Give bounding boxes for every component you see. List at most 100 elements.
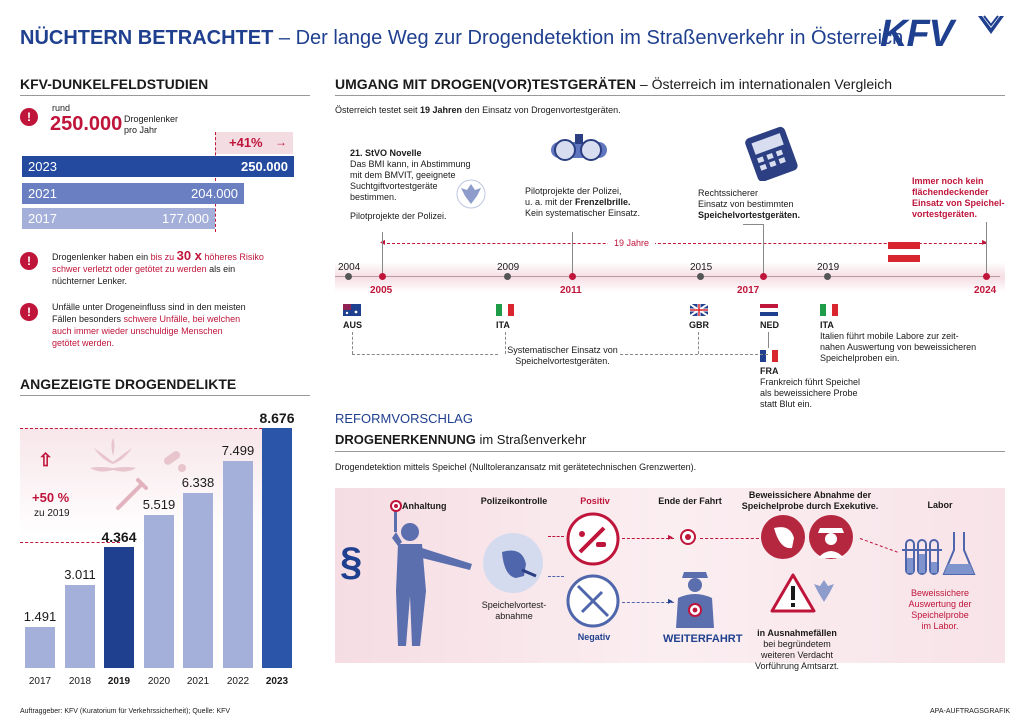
vbar-2020 xyxy=(144,515,174,668)
stop-icon-dot xyxy=(685,534,691,540)
country-aus: AUS xyxy=(343,320,363,330)
noch-line2: flächendeckender xyxy=(912,187,989,197)
syst-text: Systematischer Einsatz von Speichelvorte… xyxy=(505,345,620,367)
beweis-line1: Beweissichere Abnahme der xyxy=(748,490,872,500)
alert-icon: ! xyxy=(20,303,38,321)
divider xyxy=(335,451,1005,452)
austria-eagle-icon xyxy=(456,179,486,209)
title-rest: – Der lange Weg zur Drogendetektion im S… xyxy=(273,27,904,49)
risk-text-2: höheres Risiko xyxy=(201,252,264,262)
syst-line2: Speichelvortestgeräten. xyxy=(515,356,610,366)
delikte-increase-sub: zu 2019 xyxy=(34,508,70,519)
flow-arrow xyxy=(548,536,564,537)
bracket-line xyxy=(352,332,353,354)
divider xyxy=(20,395,310,396)
connector xyxy=(763,224,764,276)
testgeraete-intro: Österreich testet seit 19 Jahren den Ein… xyxy=(335,105,621,115)
paragraph-icon: § xyxy=(340,540,363,584)
vbar-value-label: 1.491 xyxy=(23,609,57,624)
hbar-year-label: 2017 xyxy=(28,211,57,226)
risk-text-big: 30 x xyxy=(176,248,202,263)
risk-text-5: nüchterner Lenker. xyxy=(52,276,128,286)
saliva-sample-icon xyxy=(761,515,805,559)
labor-line2: Auswertung der xyxy=(908,599,972,609)
risk-text: Drogenlenker haben ein bis zu 30 x höher… xyxy=(52,248,302,287)
austria-eagle-icon xyxy=(814,580,834,602)
delikte-heading: ANGEZEIGTE DROGENDELIKTE xyxy=(20,376,237,392)
labor-line3: Speichelprobe xyxy=(911,610,969,620)
reform-heading-bold: DROGENERKENNUNG xyxy=(335,432,476,447)
timeline-dot xyxy=(824,273,831,280)
timeline-dot xyxy=(760,273,767,280)
timeline-dot xyxy=(504,273,511,280)
pilot-line3: Kein systematischer Einsatz. xyxy=(525,208,641,218)
syringe-icon xyxy=(116,478,148,510)
risk-text-4: als ein xyxy=(206,264,236,274)
timeline-dot xyxy=(697,273,704,280)
page-title: NÜCHTERN BETRACHTET – Der lange Weg zur … xyxy=(20,27,903,50)
flow-arrow xyxy=(700,538,764,539)
connector xyxy=(572,232,573,276)
flow-arrow xyxy=(622,602,674,603)
year-2011: 2011 xyxy=(560,285,582,296)
saliva-test-device-icon xyxy=(745,126,798,181)
country-ned: NED xyxy=(760,320,780,330)
netherlands-flag-icon xyxy=(760,304,778,316)
positive-drugs-icon xyxy=(566,512,620,566)
police-officer-icon xyxy=(390,500,472,646)
big-label: Drogenlenker pro Jahr xyxy=(124,114,178,136)
vbar-year-label: 2022 xyxy=(226,676,250,687)
beweis-label: Beweissichere Abnahme der Speichelprobe … xyxy=(740,490,880,512)
connector xyxy=(743,224,763,225)
vbar-2021 xyxy=(183,493,213,668)
noch-line3: Einsatz von Speichel- xyxy=(912,198,1005,208)
divider xyxy=(335,95,1005,96)
bracket-line xyxy=(505,332,506,354)
negativ-label: Negativ xyxy=(577,632,611,642)
hbar-value-label: 250.000 xyxy=(241,159,288,174)
ausnahme-line2: bei begründetem xyxy=(763,639,831,649)
australia-flag-icon xyxy=(343,304,361,316)
pilot-text: Pilotprojekte der Polizei, u. a. mit der… xyxy=(525,186,640,219)
italy-flag-icon xyxy=(496,304,514,316)
anhaltung-label: Anhaltung xyxy=(402,496,447,514)
ita-line3: Speichelproben ein. xyxy=(820,353,900,363)
kfv-logo: KFV xyxy=(880,14,1005,54)
top-guide xyxy=(20,428,292,429)
vbar-year-label: 2023 xyxy=(265,676,289,687)
ausnahme-line3: weiteren Verdacht xyxy=(760,650,834,660)
fra-line2: als beweissichere Probe xyxy=(760,388,858,398)
bracket-line xyxy=(698,332,699,354)
span-arrow-right-icon: ▸ xyxy=(982,237,988,248)
accident-line2a: Fällen besonders xyxy=(52,314,124,324)
risk-text-bold: bis zu xyxy=(150,252,177,262)
vbar-2017 xyxy=(25,627,55,668)
year-2019: 2019 xyxy=(817,262,840,273)
vbar-year-label: 2019 xyxy=(107,676,131,687)
vbar-value-label: 5.519 xyxy=(142,497,176,512)
accident-text: Unfälle unter Drogeneinfluss sind in den… xyxy=(52,301,312,349)
pilot-line1: Pilotprojekte der Polizei, xyxy=(525,186,622,196)
dunkelfeld-heading: KFV-DUNKELFELDSTUDIEN xyxy=(20,76,209,92)
ita-text: Italien führt mobile Labore zur zeit- na… xyxy=(820,331,976,364)
hbar-year-label: 2021 xyxy=(28,186,57,201)
vbar-year-label: 2021 xyxy=(186,676,210,687)
weiterfahrt-label: WEITERFAHRT xyxy=(663,633,743,645)
big-value: 250.000 xyxy=(50,113,123,135)
divider xyxy=(20,95,310,96)
speichel-line1: Speichelvortest- xyxy=(481,600,547,610)
stvo-text: 21. StVO Novelle Das BMI kann, in Abstim… xyxy=(350,148,471,222)
rund-label: rund xyxy=(52,103,71,113)
vbar-value-label: 6.338 xyxy=(181,475,215,490)
stvo-line4: bestimmen. xyxy=(350,192,397,202)
arrow-right-icon: ▸ xyxy=(668,596,674,607)
vbar-value-label: 3.011 xyxy=(64,567,96,582)
accident-line1: Unfälle unter Drogeneinfluss sind in den… xyxy=(52,302,246,312)
ausnahme-line4: Vorführung Amtsarzt. xyxy=(754,661,840,671)
stvo-line2: mit dem BMVIT, geeignete xyxy=(350,170,456,180)
stvo-line5: Pilotprojekte der Polizei. xyxy=(350,211,447,221)
alert-icon: ! xyxy=(20,252,38,270)
positiv-label: Positiv xyxy=(580,496,610,506)
year-2005: 2005 xyxy=(370,285,393,296)
hbar-value-label: 204.000 xyxy=(191,186,238,201)
